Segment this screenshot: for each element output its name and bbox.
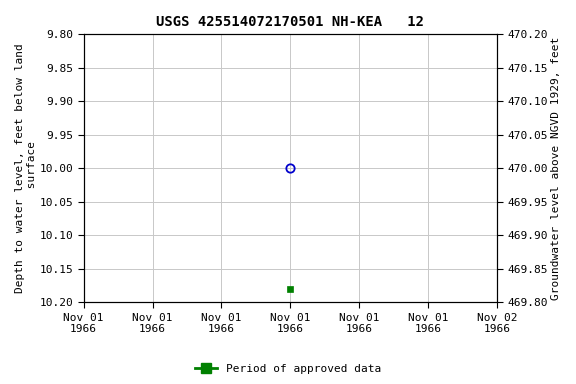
Y-axis label: Depth to water level, feet below land
 surface: Depth to water level, feet below land su… xyxy=(15,43,37,293)
Title: USGS 425514072170501 NH-KEA   12: USGS 425514072170501 NH-KEA 12 xyxy=(157,15,425,29)
Y-axis label: Groundwater level above NGVD 1929, feet: Groundwater level above NGVD 1929, feet xyxy=(551,37,561,300)
Legend: Period of approved data: Period of approved data xyxy=(191,359,385,379)
